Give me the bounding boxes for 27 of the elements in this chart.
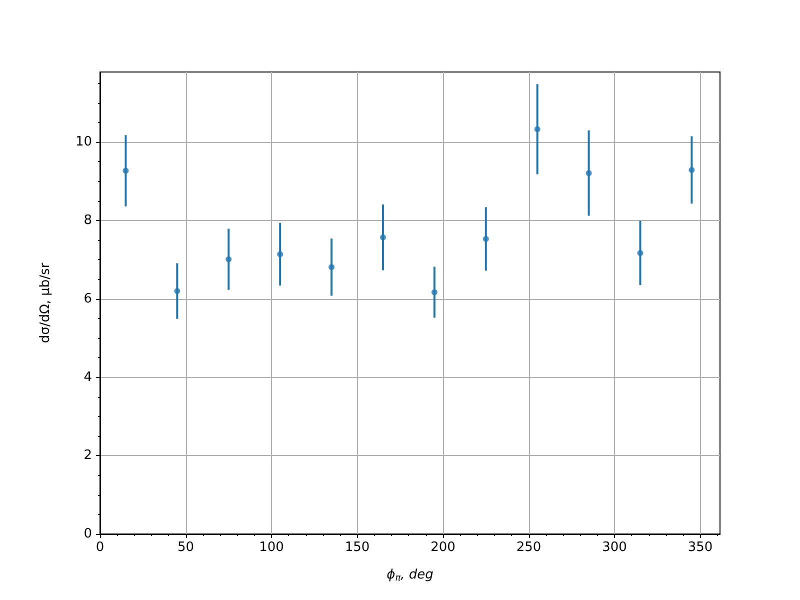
x-tick-label: 50 — [177, 540, 194, 555]
x-tick-label: 250 — [516, 540, 542, 555]
y-tick-label: 8 — [84, 213, 92, 228]
y-tick-label: 10 — [75, 134, 92, 150]
y-tick-label: 0 — [84, 526, 92, 542]
x-tick-label: 300 — [602, 540, 627, 555]
point — [328, 264, 335, 270]
y-tick-label: 2 — [84, 448, 92, 464]
x-tick-label: 350 — [688, 540, 713, 555]
point — [482, 236, 489, 242]
x-tick-label: 0 — [96, 540, 104, 555]
y-axis-title: dσ/dΩ, μb/sr — [38, 262, 53, 344]
x-tick-label: 100 — [259, 540, 284, 555]
y-tick-label: 4 — [84, 370, 92, 385]
point — [226, 256, 232, 262]
point — [586, 170, 592, 176]
point — [380, 234, 386, 240]
y-tick-label: 6 — [84, 291, 92, 306]
x-tick-label: 200 — [430, 540, 456, 555]
point — [637, 250, 644, 256]
x-tick-label: 150 — [344, 540, 370, 555]
point — [534, 126, 540, 132]
point — [174, 288, 180, 294]
point — [122, 168, 129, 174]
point — [277, 251, 284, 258]
point — [431, 289, 438, 296]
point — [688, 166, 695, 173]
